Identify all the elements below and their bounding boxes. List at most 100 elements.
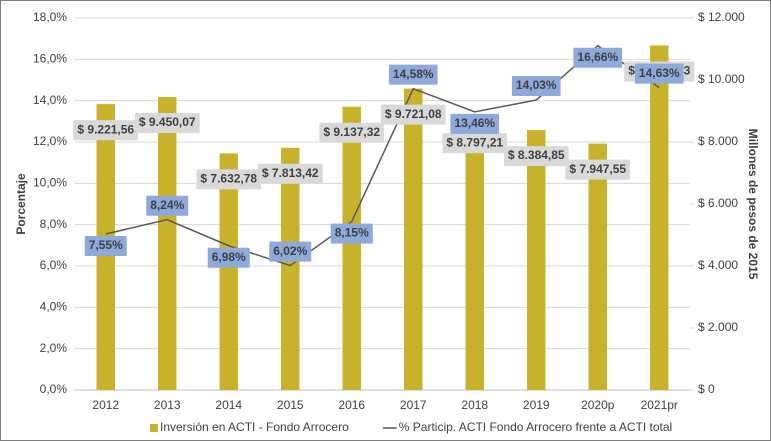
- bar-label: $ 7.947,55: [565, 159, 631, 180]
- x-tick-label: 2014: [215, 398, 242, 412]
- bar-label-text: $ 9.221,56: [77, 122, 134, 136]
- x-tick-label: 2017: [400, 398, 427, 412]
- line-label-text: 7,55%: [89, 238, 123, 252]
- bar-label-box: [442, 133, 508, 154]
- line-label-text: 6,98%: [212, 250, 246, 264]
- bar-label-text: $ 9.721,08: [385, 107, 442, 121]
- bar-label-text: $ 9.137,32: [323, 125, 380, 139]
- bar-label: $ 9.721,08: [380, 104, 446, 125]
- bar-label-box: [565, 159, 631, 180]
- y-tick-label: 14,0%: [33, 93, 67, 107]
- y-tick-label: 2,0%: [40, 341, 68, 355]
- bar-label-box: [503, 146, 569, 167]
- bar-label-text: $ 7.632,78: [200, 172, 257, 186]
- bar-label: $ 9.137,32: [319, 122, 385, 143]
- line-label: 16,66%: [573, 47, 623, 68]
- y-tick-label: 6,0%: [40, 258, 68, 272]
- line-label: 6,98%: [207, 247, 250, 268]
- y-axis-label: Porcentaje: [14, 173, 28, 235]
- y-tick-label: 4,0%: [40, 300, 68, 314]
- line-label-text: 14,63%: [639, 66, 680, 80]
- line-label-text: 16,66%: [577, 50, 618, 64]
- y-tick-label: 12,0%: [33, 134, 67, 148]
- bar: [158, 97, 177, 391]
- line: [105, 44, 660, 267]
- line-label-box: [450, 113, 500, 134]
- bar-label-text: $ 7.813,42: [262, 166, 319, 180]
- line-label-box: [388, 64, 438, 85]
- bar-label-box: [73, 120, 139, 141]
- legend-swatch: [150, 424, 158, 432]
- bar: [588, 143, 607, 390]
- x-tick-label: 2013: [154, 398, 181, 412]
- bar-label: $ 7.813,42: [257, 163, 323, 184]
- line-label-text: 8,15%: [335, 226, 369, 240]
- x-tick-label: 2016: [338, 398, 365, 412]
- bar-label: $ 8.797,21: [442, 133, 508, 154]
- y-tick-label: 18,0%: [33, 10, 67, 24]
- line-label: 6,02%: [269, 241, 312, 262]
- x-tick-label: 2012: [92, 398, 119, 412]
- bar-label-text: $ 9.450,07: [139, 115, 196, 129]
- y2-tick-label: $ 8.000: [698, 134, 738, 148]
- bar: [404, 88, 423, 391]
- bar-label: $ 9.221,56: [73, 120, 139, 141]
- y-tick-label: 0,0%: [40, 382, 68, 396]
- line-label: 8,24%: [146, 195, 189, 216]
- y2-axis-label: Millones de pesos de 2015: [746, 129, 760, 280]
- legend-label: Inversión en ACTI - Fondo Arrocero: [160, 420, 349, 434]
- line-label-box: [207, 247, 250, 268]
- x-tick-label: 2019: [523, 398, 550, 412]
- bar-label: $ 7.632,78: [196, 169, 262, 190]
- y2-tick-label: $ 6.000: [698, 196, 738, 210]
- bar: [219, 153, 238, 390]
- y2-tick-label: $ 10.000: [698, 72, 745, 86]
- line-label-text: 14,58%: [393, 67, 434, 81]
- x-tick-label: 2015: [277, 398, 304, 412]
- bar: [650, 45, 669, 391]
- bar-label: $ 8.384,85: [503, 146, 569, 167]
- bar-label-text: $ 7.947,55: [569, 162, 626, 176]
- y-tick-label: 16,0%: [33, 52, 67, 66]
- y2-tick-label: $ 2.000: [698, 320, 738, 334]
- line-label: 14,03%: [511, 76, 561, 97]
- line-label-text: 13,46%: [454, 116, 495, 130]
- line-label-text: 6,02%: [273, 244, 307, 258]
- line-label-box: [511, 76, 561, 97]
- bar-label-box: [196, 169, 262, 190]
- line-label: 8,15%: [330, 223, 373, 244]
- bar-label-box: [257, 163, 323, 184]
- bar: [527, 130, 546, 391]
- bar: [342, 106, 361, 391]
- y2-tick-label: $ 4.000: [698, 258, 738, 272]
- line-label-text: 8,24%: [150, 198, 184, 212]
- y-tick-label: 10,0%: [33, 176, 67, 190]
- line-label-box: [330, 223, 373, 244]
- legend-label: % Particip. ACTI Fondo Arrocero frente a…: [399, 420, 672, 434]
- y2-tick-label: $ 12.000: [698, 10, 745, 24]
- line-label-text: 14,03%: [516, 78, 557, 92]
- bar-label-box: [380, 104, 446, 125]
- line-label: 14,63%: [634, 63, 684, 84]
- line-label-box: [634, 63, 684, 84]
- x-tick-label: 2021pr: [641, 398, 678, 412]
- bar-label-box: [319, 122, 385, 143]
- line-label-box: [269, 241, 312, 262]
- bar: [465, 117, 484, 390]
- line-label-box: [573, 47, 623, 68]
- y-tick-label: 8,0%: [40, 217, 68, 231]
- x-tick-label: 2020p: [581, 398, 615, 412]
- bar-label-box: [134, 113, 200, 134]
- line-label: 13,46%: [450, 113, 500, 134]
- bar-label-text: $ 8.797,21: [446, 135, 503, 149]
- line-label: 7,55%: [84, 235, 127, 256]
- line-label-box: [146, 195, 189, 216]
- y2-tick-label: $ 0: [698, 382, 715, 396]
- bar-label: $ 9.450,07: [134, 113, 200, 134]
- line-label: 14,58%: [388, 64, 438, 85]
- bar-label-text: $ 8.384,85: [508, 148, 565, 162]
- bar: [281, 147, 300, 390]
- line-label-box: [84, 235, 127, 256]
- x-tick-label: 2018: [461, 398, 488, 412]
